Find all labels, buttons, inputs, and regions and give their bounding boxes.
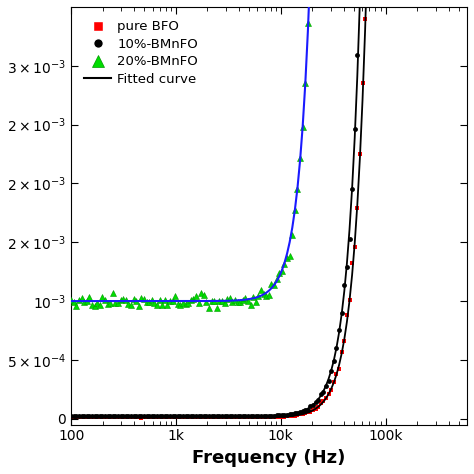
Legend: pure BFO, 10%-BMnFO, 20%-BMnFO, Fitted curve: pure BFO, 10%-BMnFO, 20%-BMnFO, Fitted c… [78,14,205,92]
X-axis label: Frequency (Hz): Frequency (Hz) [192,449,346,467]
